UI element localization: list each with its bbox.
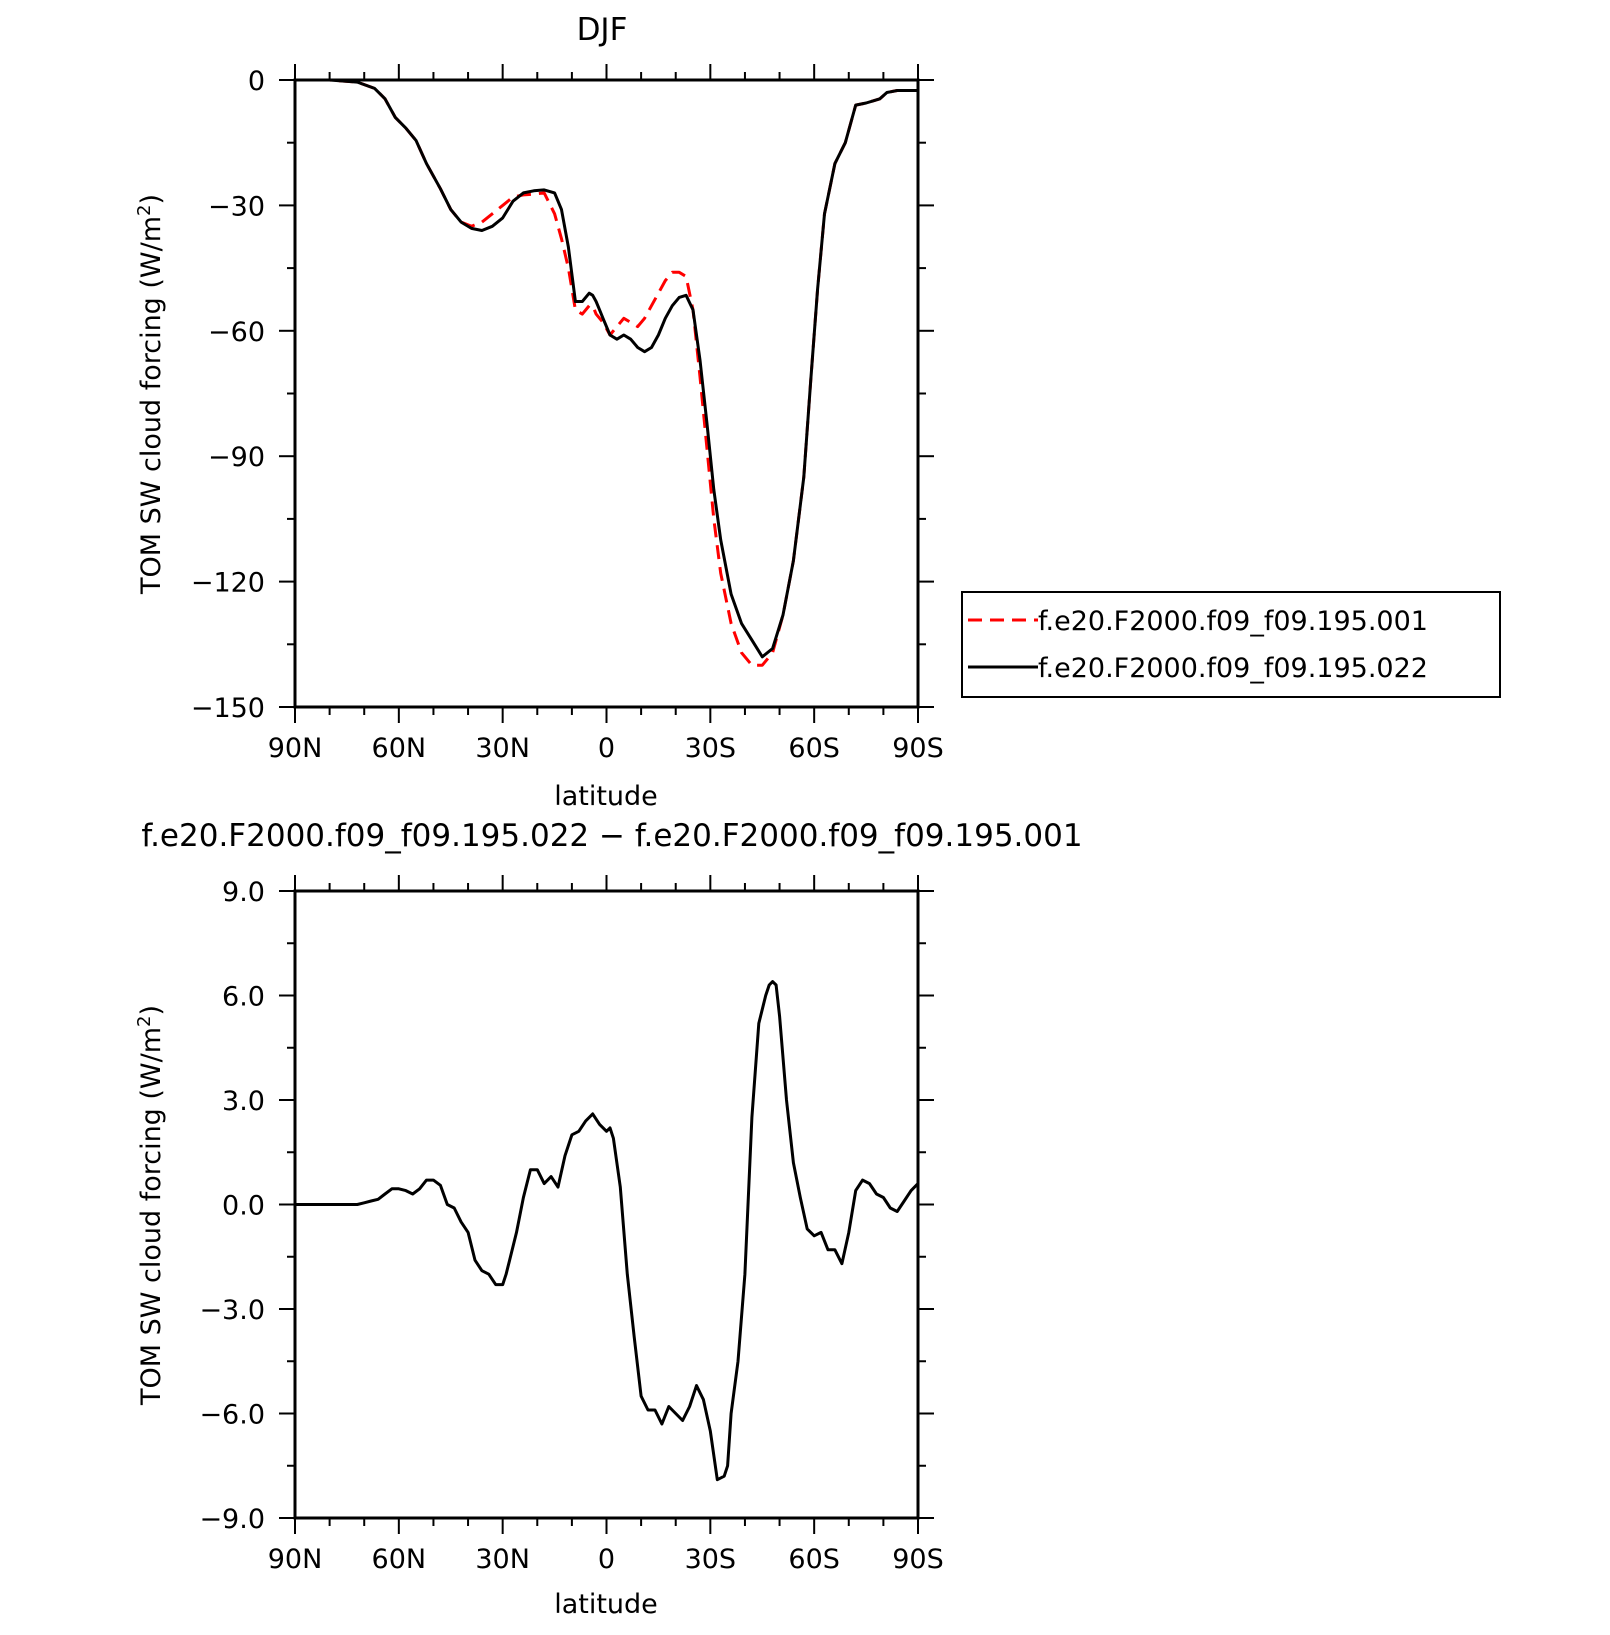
y-tick-label: −3.0 xyxy=(199,1295,265,1326)
bottom-panel-series xyxy=(295,980,920,1482)
bottom-panel-ticks xyxy=(279,875,934,1534)
top-panel-y-axis-label-close: ) xyxy=(136,194,167,205)
x-tick-label: 30S xyxy=(685,733,737,764)
y-tick-label: −150 xyxy=(191,693,265,724)
legend-box xyxy=(961,591,1501,698)
top-panel-y-axis-label-sup: 2 xyxy=(134,205,155,216)
x-tick-label: 90S xyxy=(892,1544,944,1575)
y-tick-label: 6.0 xyxy=(222,982,265,1013)
top-panel-frame xyxy=(293,78,920,709)
top-panel-x-axis-label: latitude xyxy=(554,781,658,812)
top-panel-series xyxy=(295,78,918,667)
top-panel: DJF 90N 60N 30N 0 30S 60S 90S 0 −30 −60 −90 −120 −15… xyxy=(134,12,1501,812)
legend-label-series-022: f.e20.F2000.f09_f09.195.022 xyxy=(1038,653,1428,684)
y-tick-label: −120 xyxy=(191,568,265,599)
top-panel-y-axis-label-text: TOM SW cloud forcing (W/m xyxy=(136,216,167,595)
bottom-panel-y-axis-label-sup: 2 xyxy=(134,1016,155,1027)
y-tick-label: −30 xyxy=(208,191,265,222)
y-tick-label: −90 xyxy=(208,442,265,473)
x-tick-label: 90N xyxy=(268,733,323,764)
series-line-0 xyxy=(295,980,920,1482)
bottom-panel-y-axis-label-text: TOM SW cloud forcing (W/m xyxy=(136,1027,167,1406)
bottom-panel-y-axis-label: TOM SW cloud forcing (W/m2) xyxy=(134,1005,167,1406)
x-tick-label: 0 xyxy=(598,733,615,764)
y-tick-label: 0 xyxy=(248,66,265,97)
y-tick-label: −60 xyxy=(208,317,265,348)
bottom-panel-x-axis-label: latitude xyxy=(554,1589,658,1620)
y-tick-label: 3.0 xyxy=(222,1086,265,1117)
top-panel-ticks xyxy=(279,64,934,723)
x-tick-label: 60S xyxy=(788,733,840,764)
bottom-panel-frame xyxy=(293,889,920,1520)
x-tick-label: 90S xyxy=(892,733,944,764)
x-tick-label: 60S xyxy=(788,1544,840,1575)
y-tick-label: 9.0 xyxy=(222,877,265,908)
x-tick-label: 0 xyxy=(598,1544,615,1575)
series-line-1 xyxy=(295,78,918,659)
x-tick-label: 60N xyxy=(372,1544,427,1575)
x-tick-label: 90N xyxy=(268,1544,323,1575)
y-tick-label: −6.0 xyxy=(199,1400,265,1431)
legend: f.e20.F2000.f09_f09.195.001 f.e20.F2000.… xyxy=(961,591,1501,698)
x-tick-label: 60N xyxy=(372,733,427,764)
series-line-0 xyxy=(295,78,918,667)
bottom-panel-title: f.e20.F2000.f09_f09.195.022 − f.e20.F200… xyxy=(141,818,1082,854)
x-tick-label: 30N xyxy=(475,1544,530,1575)
bottom-panel: f.e20.F2000.f09_f09.195.022 − f.e20.F200… xyxy=(134,818,1083,1620)
bottom-panel-y-axis-label-close: ) xyxy=(136,1005,167,1016)
top-panel-y-axis-label: TOM SW cloud forcing (W/m2) xyxy=(134,194,167,595)
x-tick-label: 30N xyxy=(475,733,530,764)
legend-label-series-001: f.e20.F2000.f09_f09.195.001 xyxy=(1038,606,1428,637)
top-panel-tick-labels: 90N 60N 30N 0 30S 60S 90S 0 −30 −60 −90 −120 −150 xyxy=(191,66,944,764)
bottom-panel-tick-labels: 90N 60N 30N 0 30S 60S 90S 9.0 6.0 3.0 0.0 −3.0 −6.0 −… xyxy=(199,877,943,1575)
y-tick-label: −9.0 xyxy=(199,1504,265,1535)
top-panel-title: DJF xyxy=(577,12,628,48)
x-tick-label: 30S xyxy=(685,1544,737,1575)
y-tick-label: 0.0 xyxy=(222,1191,265,1222)
